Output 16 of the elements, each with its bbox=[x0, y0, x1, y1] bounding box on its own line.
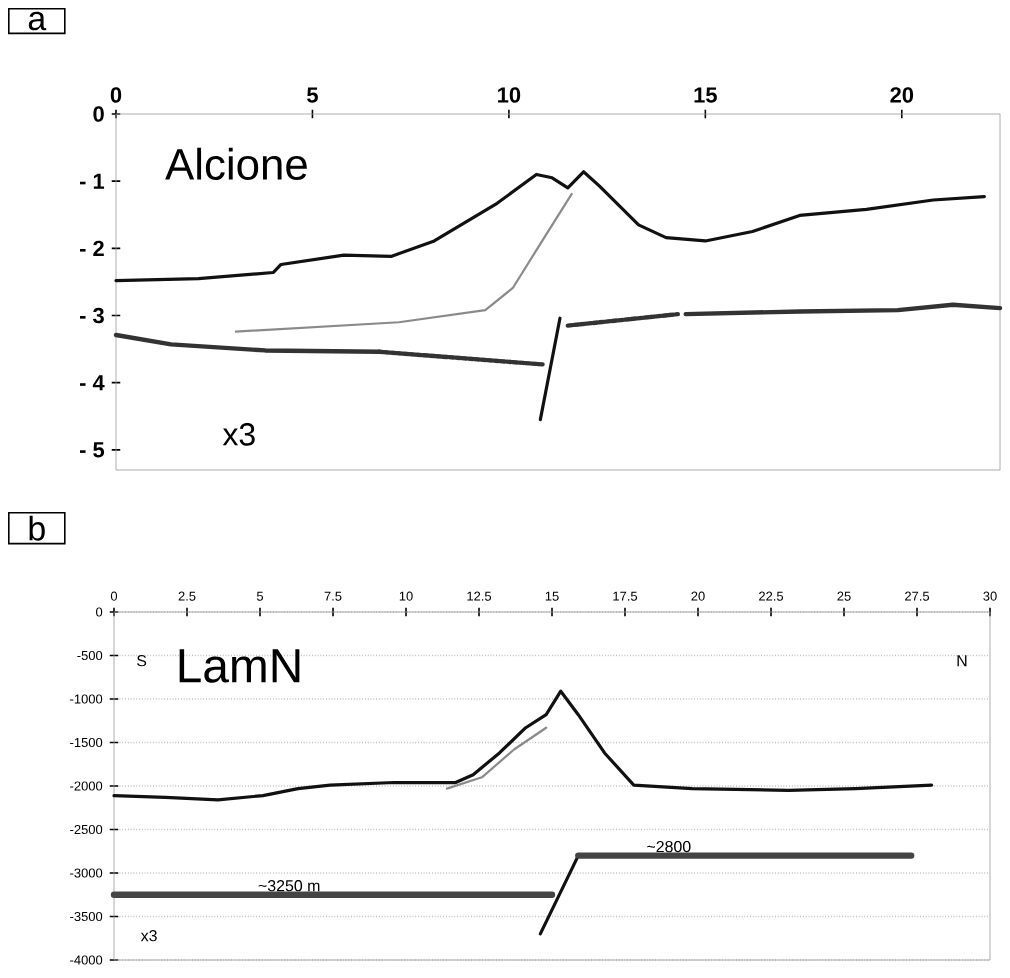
text: Alcione bbox=[165, 147, 307, 180]
y-tick-label: - 2 bbox=[79, 240, 104, 256]
y-tick-label: - 4 bbox=[79, 375, 105, 391]
text: LamN bbox=[179, 649, 300, 683]
x-tick-label: 20 bbox=[890, 87, 914, 103]
annotation: x3 bbox=[222, 423, 255, 446]
text: b bbox=[29, 515, 45, 541]
y-tick-label: 0 bbox=[93, 106, 104, 122]
x-tick-label: 0 bbox=[110, 87, 122, 103]
y-tick-label: - 1 bbox=[79, 173, 105, 189]
x-tick-label: 5 bbox=[307, 87, 318, 103]
text: a bbox=[28, 11, 47, 31]
y-tick-label: - 5 bbox=[79, 442, 105, 458]
y-tick-label: - 3 bbox=[79, 307, 104, 324]
x-tick-label: 15 bbox=[694, 87, 717, 103]
x-tick-label: 10 bbox=[498, 87, 521, 103]
